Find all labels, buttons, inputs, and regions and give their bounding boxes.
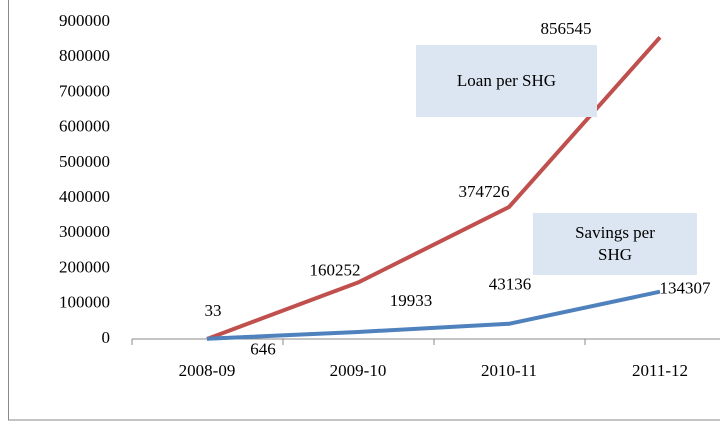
y-tick-label: 600000 <box>59 117 110 136</box>
y-tick-label: 400000 <box>59 187 110 206</box>
line-series <box>206 289 661 341</box>
data-label: 19933 <box>390 291 433 310</box>
data-label: 646 <box>250 340 276 359</box>
legend-entry: Loan per SHG <box>416 45 597 117</box>
y-tick-label: 500000 <box>59 152 110 171</box>
y-tick-label: 800000 <box>59 46 110 65</box>
y-tick-label: 200000 <box>59 257 110 276</box>
x-tick-label: 2010-11 <box>481 361 537 380</box>
data-label: 33 <box>205 301 222 320</box>
data-label: 160252 <box>310 260 361 279</box>
data-label: 134307 <box>660 279 712 298</box>
x-tick-label: 2011-12 <box>632 361 688 380</box>
data-label: 43136 <box>489 275 532 294</box>
data-label: 374726 <box>459 182 510 201</box>
line-series <box>206 35 662 341</box>
x-tick-label: 2008-09 <box>179 361 236 380</box>
y-tick-label: 0 <box>102 328 111 347</box>
y-tick-label: 900000 <box>59 11 110 30</box>
y-tick-label: 100000 <box>59 293 110 312</box>
x-tick-label: 2009-10 <box>330 361 387 380</box>
chart-border <box>8 0 720 421</box>
y-tick-label: 700000 <box>59 81 110 100</box>
data-label: 856545 <box>541 19 592 38</box>
y-tick-label: 300000 <box>59 222 110 241</box>
legend-entry: Savings per SHG <box>533 213 697 275</box>
